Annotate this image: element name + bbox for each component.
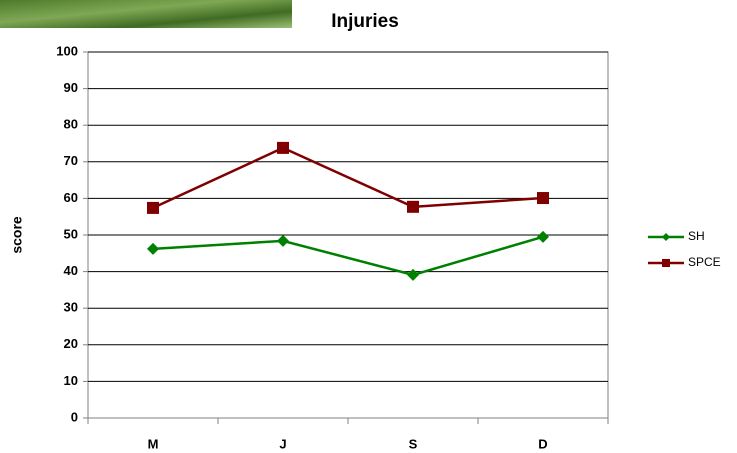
- marker: [277, 142, 289, 154]
- legend-label: SH: [688, 229, 705, 243]
- y-tick-label: 20: [64, 336, 78, 351]
- y-tick-label: 80: [64, 117, 78, 132]
- y-axis-label: score: [9, 216, 25, 254]
- y-tick-label: 0: [71, 409, 78, 424]
- y-tick-label: 90: [64, 80, 78, 95]
- y-tick-label: 40: [64, 263, 78, 278]
- x-tick-label: S: [409, 436, 418, 451]
- chart-title: Injuries: [331, 11, 399, 32]
- y-tick-label: 100: [56, 43, 78, 58]
- y-tick-label: 30: [64, 300, 78, 315]
- marker: [407, 201, 419, 213]
- photo-strip: [0, 0, 292, 28]
- marker: [147, 202, 159, 214]
- x-tick-label: J: [279, 436, 286, 451]
- marker: [662, 233, 670, 241]
- chart: Injuries score 0 10 20 30 40 50 60 70 80 90 100 M J S…: [0, 0, 737, 453]
- y-tick-label: 70: [64, 153, 78, 168]
- y-tick-label: 10: [64, 373, 78, 388]
- y-tick-label: 60: [64, 190, 78, 205]
- legend-label: SPCE: [688, 255, 721, 269]
- x-tick-label: D: [538, 436, 547, 451]
- y-tick-label: 50: [64, 226, 78, 241]
- x-tick-label: M: [148, 436, 159, 451]
- marker: [662, 259, 670, 267]
- marker: [537, 192, 549, 204]
